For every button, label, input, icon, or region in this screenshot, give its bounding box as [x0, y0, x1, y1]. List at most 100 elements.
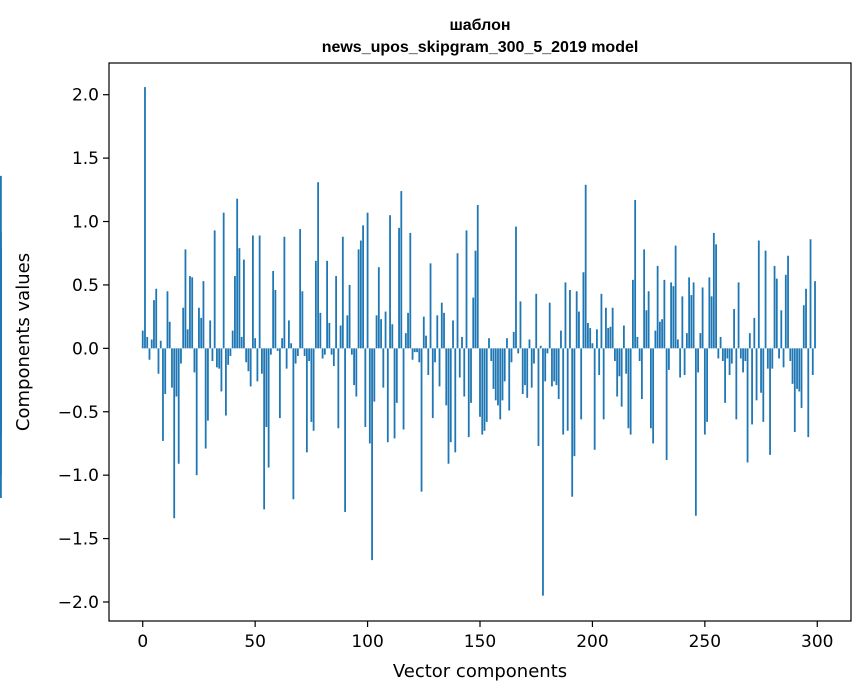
bar — [607, 328, 610, 349]
bar — [393, 348, 396, 439]
bar — [472, 297, 475, 349]
bar — [375, 315, 378, 349]
bar — [211, 348, 214, 362]
bar — [503, 348, 506, 382]
bar — [470, 348, 472, 403]
bar — [335, 276, 337, 349]
bar — [562, 348, 565, 435]
bar — [234, 276, 236, 349]
bar — [611, 307, 614, 349]
bar — [463, 348, 466, 397]
bar — [285, 348, 288, 369]
bar — [195, 348, 198, 476]
bar — [629, 348, 632, 435]
bar — [524, 348, 526, 386]
bar — [182, 307, 185, 349]
bar — [409, 232, 412, 349]
bar — [373, 348, 376, 402]
bar — [476, 205, 479, 349]
bar — [578, 311, 580, 349]
bar — [519, 301, 522, 349]
bar — [263, 348, 266, 510]
bar — [591, 343, 594, 349]
bar — [189, 276, 191, 349]
bar — [157, 348, 160, 374]
bar — [155, 288, 158, 349]
bar — [755, 348, 758, 401]
bar — [332, 348, 335, 367]
bar — [231, 330, 234, 349]
bar — [261, 348, 263, 374]
bar — [467, 348, 470, 438]
bar — [202, 281, 205, 349]
bar — [789, 348, 792, 362]
bar — [238, 248, 241, 349]
bar — [508, 348, 511, 411]
bar — [656, 265, 659, 349]
bar — [283, 236, 286, 349]
bar — [171, 348, 173, 388]
bar — [530, 348, 533, 388]
bar — [281, 338, 284, 349]
bar — [560, 330, 562, 349]
bar — [719, 336, 722, 349]
bar — [247, 348, 250, 372]
bar — [308, 348, 311, 362]
bar — [544, 348, 547, 382]
bar — [218, 348, 221, 369]
bar — [481, 348, 484, 435]
bar — [625, 348, 628, 374]
bar — [647, 291, 650, 349]
bar — [407, 312, 409, 349]
bar — [512, 331, 515, 349]
bar — [175, 348, 178, 397]
bar — [443, 312, 445, 349]
bar — [600, 293, 603, 349]
bar — [784, 274, 787, 349]
bar — [640, 348, 643, 400]
bar — [398, 227, 400, 349]
bar — [166, 291, 169, 349]
bar — [814, 281, 816, 349]
bar — [254, 338, 257, 349]
bar — [148, 348, 151, 360]
bar — [258, 235, 261, 349]
bar — [638, 348, 641, 362]
y-tick-label: 0.0 — [72, 339, 99, 359]
bar — [362, 225, 364, 349]
bar — [337, 348, 340, 429]
bar — [557, 348, 560, 400]
bar — [598, 348, 601, 375]
bar — [153, 300, 155, 349]
bar — [292, 348, 295, 500]
bar — [240, 336, 243, 349]
bar — [492, 348, 495, 389]
bar — [301, 291, 304, 349]
x-tick-label: 200 — [576, 632, 608, 652]
bar — [739, 348, 742, 359]
bar — [180, 348, 182, 364]
bar — [222, 212, 225, 349]
bar — [715, 244, 717, 349]
bar — [227, 348, 230, 365]
bar — [404, 333, 407, 349]
bar — [690, 295, 693, 349]
bar — [447, 348, 450, 464]
bar — [474, 250, 477, 349]
bar — [267, 348, 270, 468]
bar — [272, 270, 275, 349]
bar — [793, 348, 796, 433]
bar — [701, 287, 704, 349]
bar — [721, 348, 724, 362]
bar — [623, 325, 625, 349]
bar — [609, 326, 612, 349]
bar — [348, 284, 351, 349]
bar — [791, 348, 794, 384]
bar — [654, 330, 657, 349]
bar — [220, 348, 223, 392]
bar — [510, 348, 513, 363]
bar — [0, 260, 2, 349]
bar — [0, 348, 2, 498]
bar — [494, 348, 497, 401]
bar — [364, 348, 367, 427]
